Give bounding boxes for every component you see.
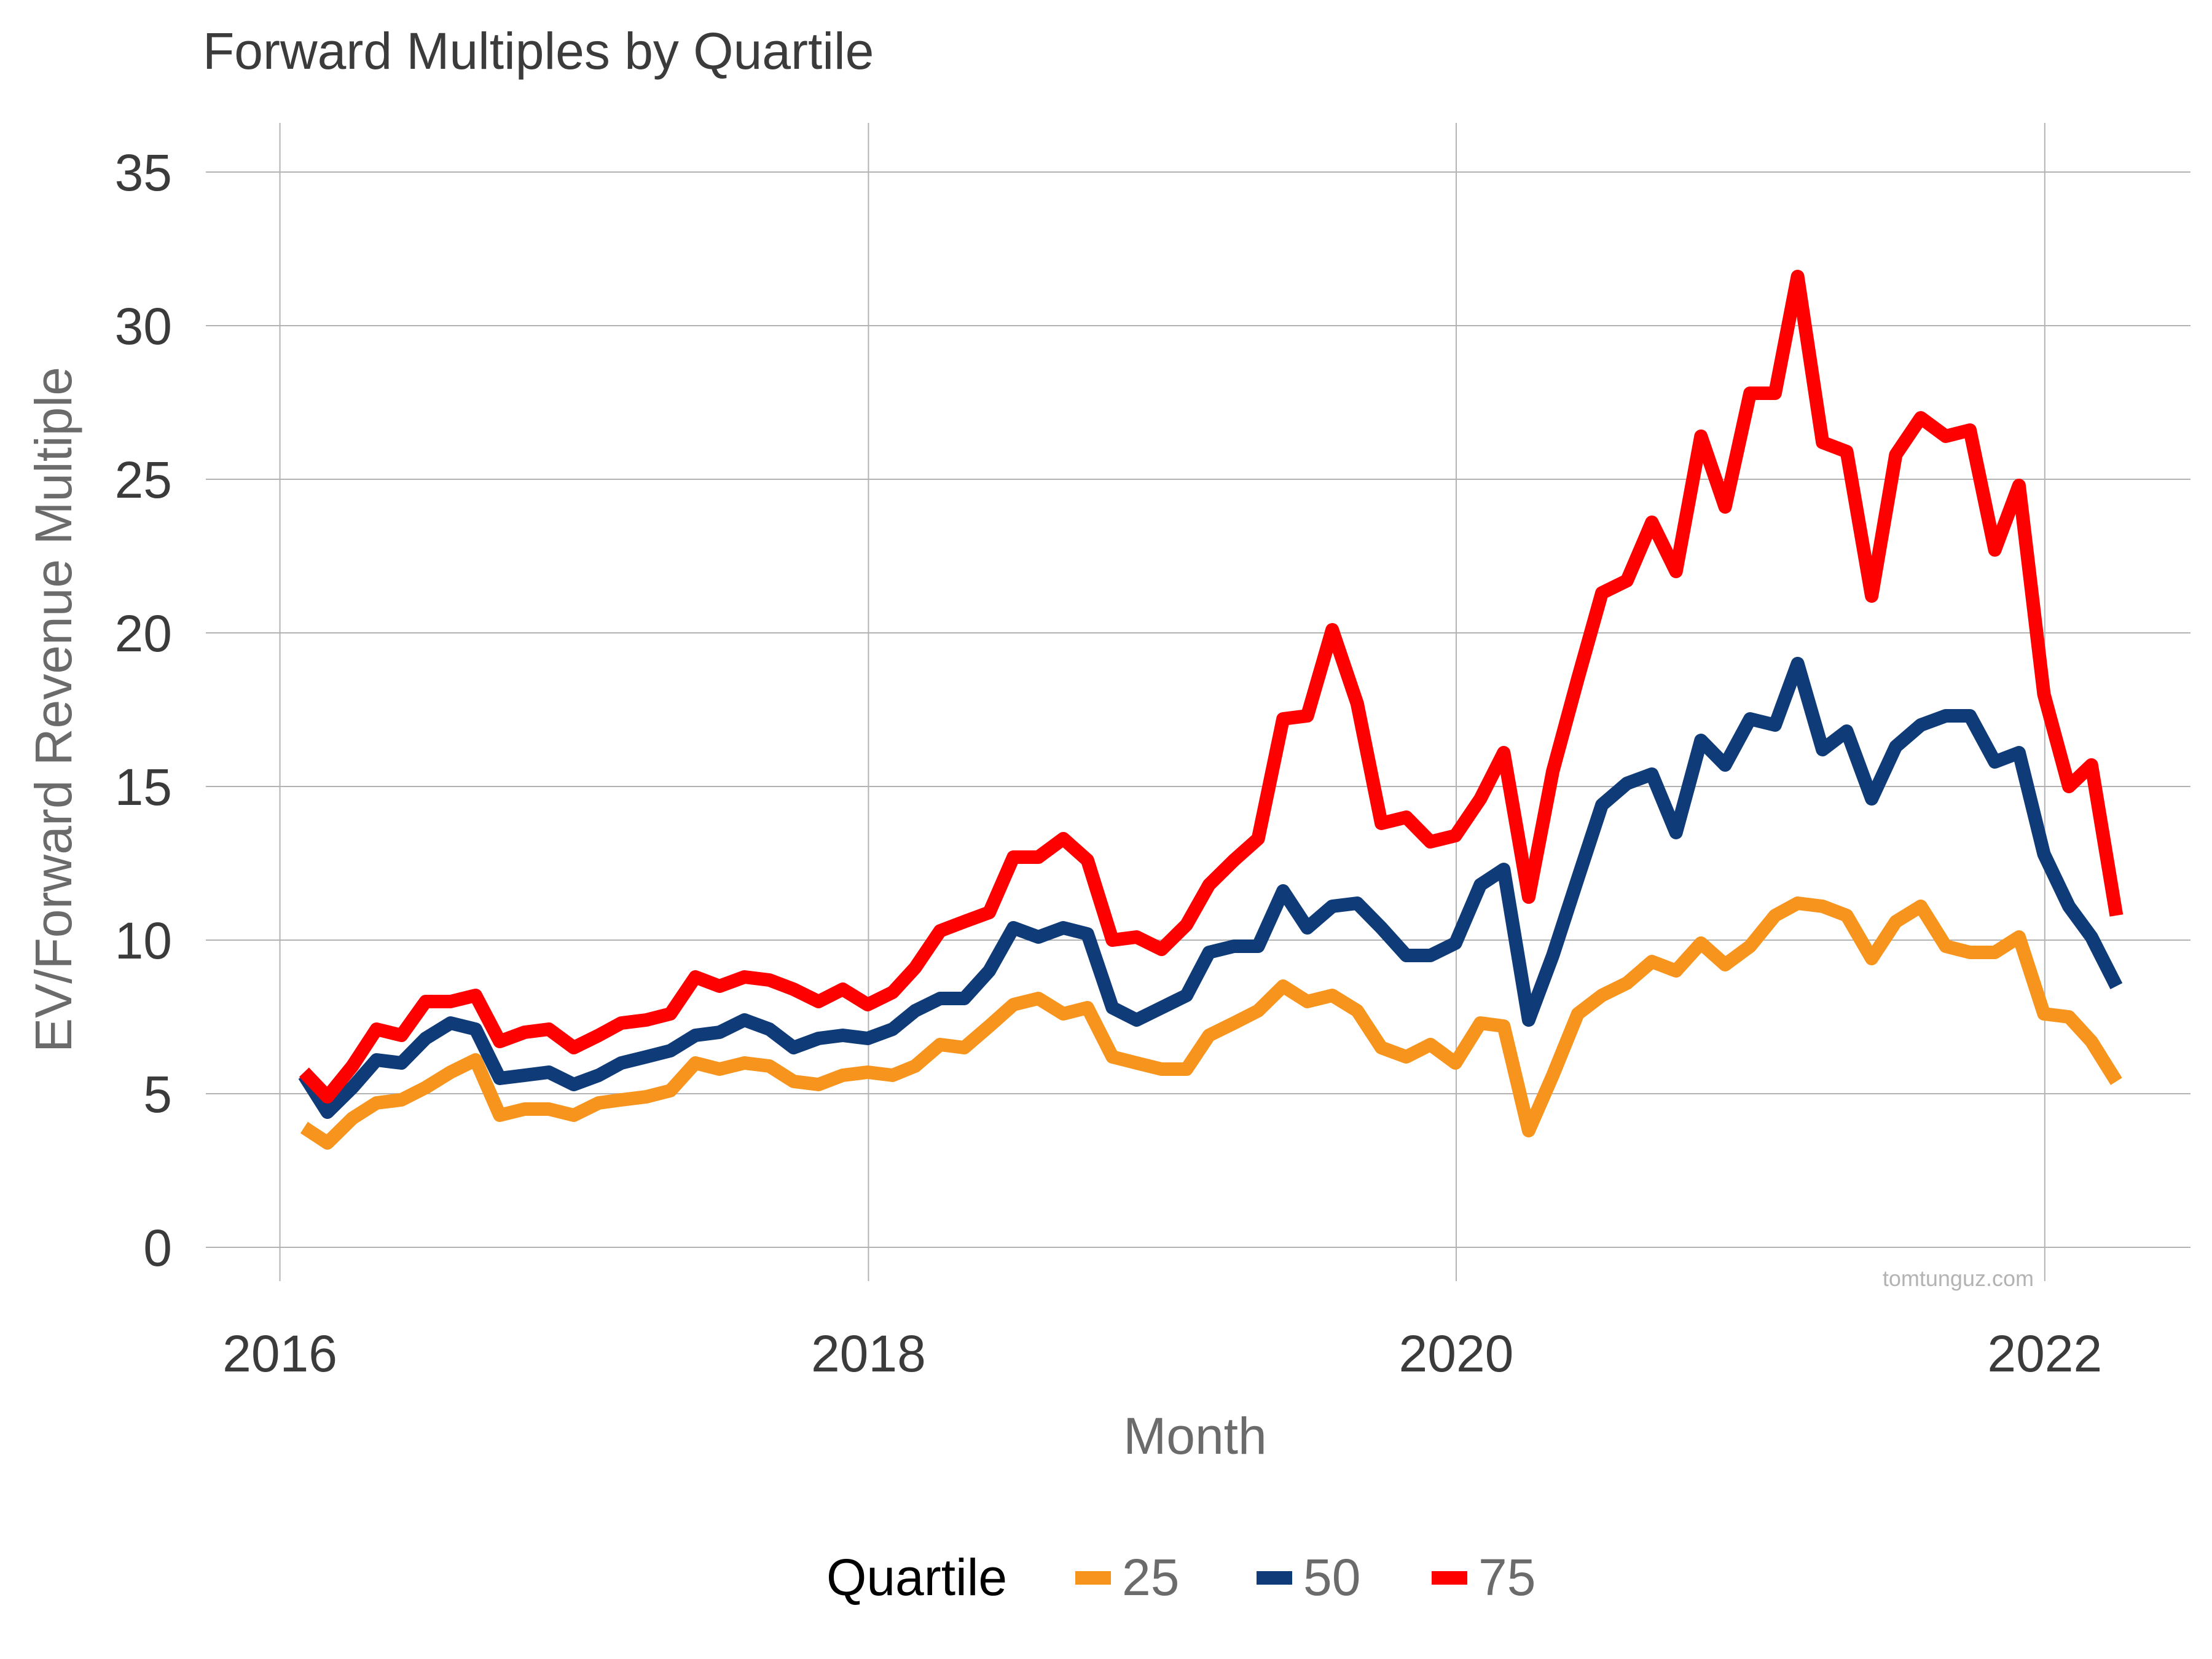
legend: Quartile 25 50 75 [826, 1548, 1535, 1606]
watermark: tomtunguz.com [1883, 1266, 2034, 1291]
legend-label-50: 50 [1303, 1548, 1360, 1606]
x-tick-label: 2016 [222, 1325, 337, 1382]
y-tick-label: 35 [115, 144, 172, 202]
legend-label-25: 25 [1122, 1548, 1179, 1606]
series-line-25 [300, 896, 2122, 1150]
chart-title: Forward Multiples by Quartile [203, 22, 874, 80]
y-tick-label: 30 [115, 297, 172, 355]
y-tick-label: 10 [115, 912, 172, 970]
x-tick-label: 2022 [1987, 1325, 2102, 1382]
y-tick-label: 25 [115, 451, 172, 509]
y-tick-label: 0 [143, 1219, 172, 1277]
legend-label-75: 75 [1478, 1548, 1535, 1606]
y-tick-label: 5 [143, 1065, 172, 1123]
y-axis-title: EV/Forward Revenue Multiple [25, 367, 82, 1053]
y-tick-label: 15 [115, 758, 172, 816]
x-tick-label: 2020 [1399, 1325, 1514, 1382]
series-line-50 [298, 657, 2123, 1119]
y-tick-labels: 0 5 10 15 20 25 30 35 [115, 144, 172, 1277]
series-line-75 [299, 270, 2124, 1104]
grid-layer [206, 123, 2190, 1281]
x-tick-labels: 2016 2018 2020 2022 [222, 1325, 2102, 1382]
x-axis-title: Month [1123, 1407, 1266, 1465]
legend-items: 25 50 75 [1075, 1548, 1535, 1606]
x-tick-label: 2018 [811, 1325, 926, 1382]
series-layer [298, 270, 2124, 1150]
legend-title: Quartile [826, 1548, 1007, 1606]
y-tick-label: 20 [115, 605, 172, 662]
